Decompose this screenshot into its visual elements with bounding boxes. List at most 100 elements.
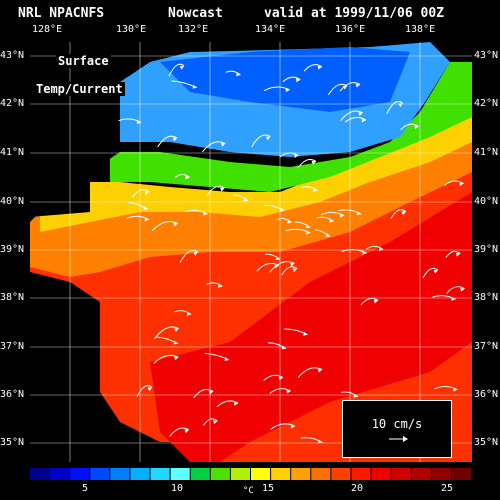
current-arrowhead	[286, 389, 291, 394]
current-arrowhead	[172, 137, 178, 142]
streamline	[340, 110, 363, 121]
current-arrowhead	[379, 247, 384, 252]
lat-label-41-right: 41°N	[474, 147, 499, 158]
current-arrowhead	[414, 125, 419, 130]
current-arrowhead	[460, 287, 465, 292]
current-arrowhead	[355, 83, 361, 88]
current-arrowhead	[144, 217, 149, 222]
map-title-temp-current: Temp/Current	[34, 82, 125, 96]
lat-label-43: 43°N	[0, 50, 25, 61]
current-arrowhead	[136, 120, 142, 125]
thermal-front	[110, 62, 472, 192]
current-arrowhead	[340, 213, 345, 218]
current-arrowhead	[329, 218, 334, 223]
current-arrowhead	[453, 387, 458, 392]
colorbar-swatch	[411, 468, 431, 480]
model-title: NRL NPACNFS	[18, 6, 105, 21]
streamline	[269, 388, 291, 394]
colorbar-swatch	[371, 468, 391, 480]
streamline	[132, 189, 150, 198]
current-arrowhead	[306, 230, 311, 235]
lat-label-35: 35°N	[0, 437, 25, 448]
colorbar-tick-10: 10	[171, 483, 184, 494]
streamline	[303, 64, 323, 72]
current-arrowhead	[373, 299, 379, 304]
current-arrowhead	[186, 311, 192, 316]
current-arrowhead	[353, 393, 358, 398]
current-arrowhead	[278, 376, 284, 381]
colorbar-swatch	[110, 468, 130, 480]
current-arrowhead	[317, 368, 323, 373]
streamline	[297, 367, 323, 379]
streamline	[445, 250, 461, 258]
colorbar-swatch	[251, 468, 271, 480]
current-arrowhead	[287, 219, 292, 224]
streamline	[174, 174, 190, 178]
velocity-scale-arrow	[389, 436, 408, 442]
streamline	[400, 123, 419, 131]
current-arrowhead	[303, 331, 308, 336]
current-arrowhead	[290, 424, 296, 429]
colorbar-tick-25: 25	[441, 483, 454, 494]
current-arrowhead	[236, 72, 241, 77]
colorbar-swatch	[190, 468, 210, 480]
current-streamlines	[118, 63, 465, 443]
lat-label-40-right: 40°N	[474, 196, 499, 207]
current-arrowhead	[325, 233, 331, 237]
streamline	[360, 297, 379, 306]
current-arrowhead	[357, 211, 362, 216]
streamline	[344, 116, 367, 123]
current-arrowhead	[179, 65, 185, 70]
current-arrowhead	[143, 206, 148, 210]
lon-label-128: 128°E	[32, 24, 63, 35]
lat-label-40: 40°N	[0, 196, 25, 207]
lat-label-38: 38°N	[0, 292, 25, 303]
colorbar-swatch	[90, 468, 110, 480]
current-arrowhead	[361, 118, 366, 123]
current-arrowhead	[224, 356, 229, 361]
lat-label-36: 36°N	[0, 389, 25, 400]
streamline	[282, 76, 301, 83]
yellow-band	[40, 117, 472, 232]
sst-current-map	[30, 42, 472, 462]
current-arrowhead	[281, 345, 287, 350]
colorbar-swatch	[291, 468, 311, 480]
colorbar-swatch	[351, 468, 371, 480]
colorbar-swatch	[331, 468, 351, 480]
colorbar-swatch	[170, 468, 190, 480]
warmest-water-region	[150, 192, 472, 462]
streamline	[279, 152, 299, 158]
colorbar-swatch	[30, 468, 50, 480]
current-arrowhead	[279, 207, 285, 212]
valid-time: valid at 1999/11/06 00Z	[264, 6, 445, 21]
lat-label-43-right: 43°N	[474, 50, 499, 61]
lat-label-38-right: 38°N	[474, 292, 499, 303]
streamline	[390, 209, 407, 219]
colorbar-swatch	[150, 468, 170, 480]
current-arrowhead	[285, 87, 290, 92]
current-arrowhead	[144, 191, 150, 195]
colorbar-tick-20: 20	[351, 483, 364, 494]
streamline	[206, 282, 223, 287]
streamline	[263, 374, 284, 381]
current-arrowhead	[220, 143, 226, 147]
colorbar-swatch	[271, 468, 291, 480]
current-arrowhead	[296, 78, 301, 83]
streamline	[206, 185, 225, 197]
current-arrowhead	[173, 340, 178, 345]
current-arrowhead	[455, 252, 461, 257]
velocity-scale-box: 10 cm/s	[342, 400, 452, 458]
map-title-surface: Surface	[56, 54, 111, 68]
product-title: Nowcast	[168, 6, 223, 21]
current-arrowhead	[193, 252, 198, 256]
current-arrowhead	[192, 84, 197, 89]
current-arrowhead	[342, 85, 348, 90]
current-arrowhead	[213, 420, 218, 425]
current-arrowhead	[318, 439, 323, 444]
streamline	[251, 134, 271, 148]
current-arrowhead	[274, 264, 279, 269]
lon-label-134: 134°E	[255, 24, 286, 35]
current-arrowheads	[136, 65, 465, 444]
colorbar-unit: °C	[243, 486, 254, 496]
current-arrowhead	[218, 283, 223, 288]
